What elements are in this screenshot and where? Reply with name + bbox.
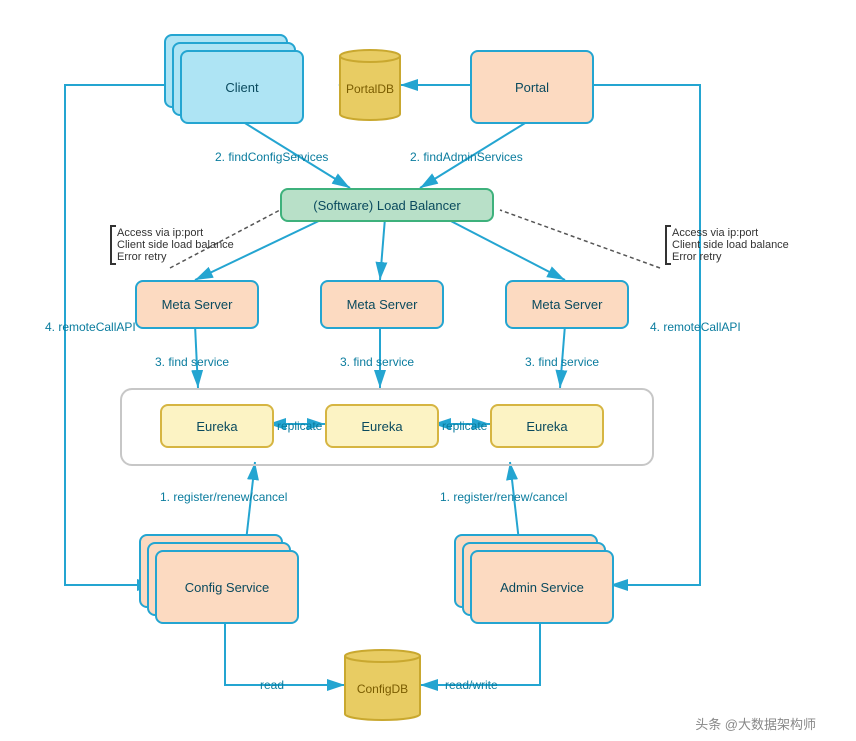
label-replicate1: replicate (277, 419, 322, 433)
note-left: Access via ip:portClient side load balan… (110, 225, 234, 265)
adminSvc-node: Admin Service (470, 550, 614, 624)
eureka1-node: Eureka (160, 404, 274, 448)
label-replicate2: replicate (442, 419, 487, 433)
portal-node: Portal (470, 50, 594, 124)
label-findSvc2: 3. find service (340, 355, 414, 369)
label-readwrite: read/write (445, 678, 498, 692)
meta1-node: Meta Server (135, 280, 259, 329)
svg-text:PortalDB: PortalDB (346, 82, 394, 96)
label-remote1: 4. remoteCallAPI (45, 320, 136, 334)
label-read: read (260, 678, 284, 692)
label-register2: 1. register/renew/cancel (440, 490, 567, 504)
label-findSvc3: 3. find service (525, 355, 599, 369)
configDB-db: ConfigDB (345, 650, 420, 720)
label-findConfig: 2. findConfigServices (215, 150, 328, 164)
portalDB-db: PortalDB (340, 50, 400, 120)
label-register1: 1. register/renew/cancel (160, 490, 287, 504)
eureka3-node: Eureka (490, 404, 604, 448)
note-right: Access via ip:portClient side load balan… (665, 225, 789, 265)
configSvc-node: Config Service (155, 550, 299, 624)
label-findSvc1: 3. find service (155, 355, 229, 369)
svg-text:ConfigDB: ConfigDB (357, 682, 408, 696)
lb-node: (Software) Load Balancer (280, 188, 494, 222)
label-remote2: 4. remoteCallAPI (650, 320, 741, 334)
label-findAdmin: 2. findAdminServices (410, 150, 523, 164)
watermark: 头条 @大数据架构师 (695, 714, 816, 733)
meta3-node: Meta Server (505, 280, 629, 329)
meta2-node: Meta Server (320, 280, 444, 329)
eureka2-node: Eureka (325, 404, 439, 448)
client-node: Client (180, 50, 304, 124)
